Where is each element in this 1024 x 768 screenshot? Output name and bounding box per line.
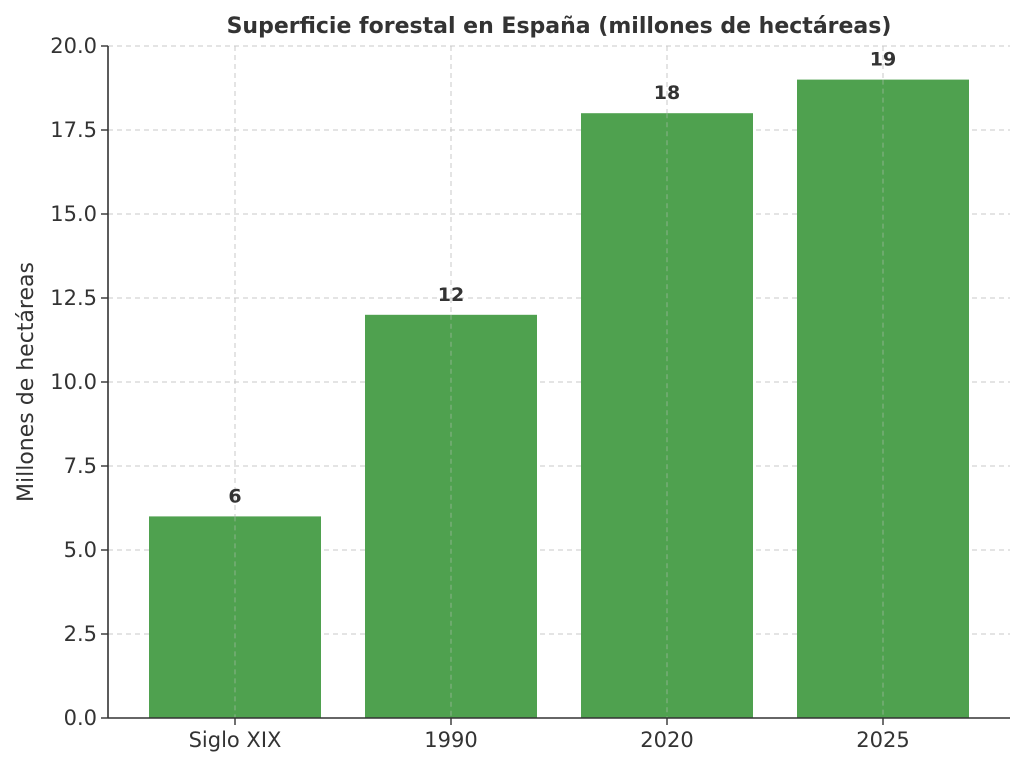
axes-layer [101,45,1010,725]
y-tick-label: 10.0 [50,370,97,394]
chart-title: Superficie forestal en España (millones … [227,14,892,39]
y-tick-label: 7.5 [64,454,97,478]
x-tick-label: 1990 [424,728,477,752]
y-tick-label: 5.0 [64,538,97,562]
y-tick-label: 0.0 [64,706,97,730]
bars-layer [149,79,969,719]
x-tick-label: 2025 [856,728,909,752]
labels-layer: 0.0 2.5 5.0 7.5 10.0 12.5 15.0 17.5 20.0 6 12 18 19 S… [50,34,909,752]
y-tick-label: 2.5 [64,622,97,646]
bar-value-label: 19 [870,49,896,71]
x-tick-label: Siglo XIX [189,728,282,752]
bar-value-label: 6 [228,485,241,507]
y-tick-label: 20.0 [50,34,97,58]
y-axis-label: Millones de hectáreas [14,262,39,502]
y-tick-label: 15.0 [50,202,97,226]
bar-value-label: 18 [654,82,680,104]
x-tick-label: 2020 [640,728,693,752]
y-tick-label: 17.5 [50,118,97,142]
bar-value-label: 12 [438,284,464,306]
y-tick-label: 12.5 [50,286,97,310]
